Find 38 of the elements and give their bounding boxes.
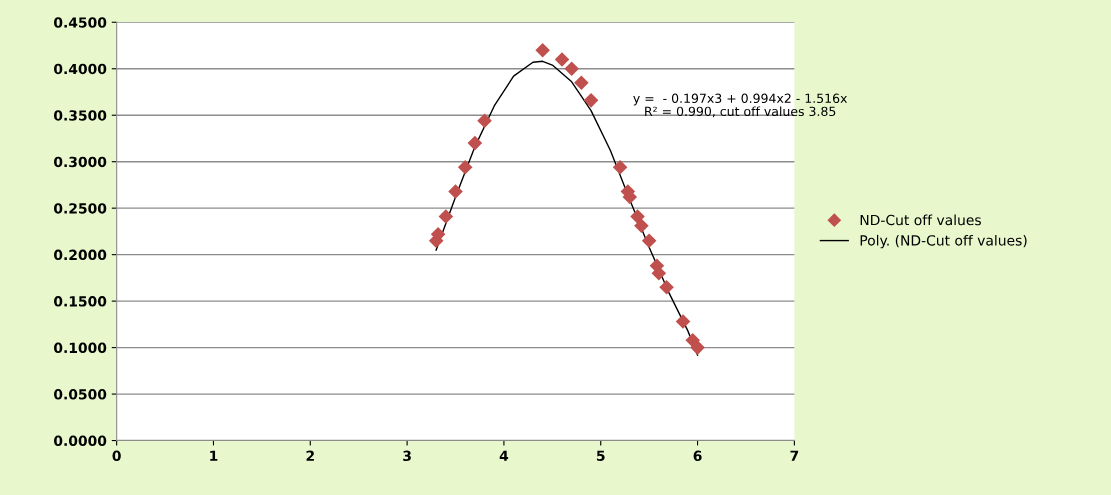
point — [467, 135, 483, 151]
x-tick-label: 3 — [403, 450, 411, 462]
point — [630, 209, 645, 224]
y-tick-label: 0.3500 — [54, 110, 107, 121]
x-tick-label: 7 — [790, 450, 799, 461]
y-tick-label: 0.1000 — [54, 342, 107, 354]
point — [457, 159, 473, 175]
point — [612, 159, 628, 175]
y-tick-label: 0.0000 — [54, 435, 107, 447]
x-tick-label: 1 — [210, 450, 218, 461]
y-tick-label: 0.2500 — [54, 203, 107, 214]
y-tick-label: 0.2000 — [54, 249, 107, 261]
point — [675, 314, 691, 329]
point — [634, 218, 649, 234]
y-tick-label: 0.4500 — [54, 17, 107, 28]
point — [690, 340, 705, 355]
x-tick-label: 2 — [306, 450, 314, 461]
y-tick-label: 0.1500 — [54, 296, 107, 307]
annotation: y = - 0.197x3 + 0.994x2 - 1.516x R² = 0.990, cut off values 3.85 — [633, 93, 848, 118]
legend-label: ND-Cut off values — [860, 214, 981, 226]
point — [535, 42, 550, 58]
point — [448, 184, 463, 199]
legend-label: Poly. (ND-Cut off values) — [860, 234, 1027, 249]
y-tick-label: 0.3000 — [54, 156, 107, 168]
point — [438, 209, 454, 224]
x-tick-label: 4 — [499, 450, 509, 461]
point — [574, 75, 589, 90]
y-tick-label: 0.0500 — [54, 389, 107, 400]
y-tick-label: 0.4000 — [54, 63, 107, 75]
point — [641, 233, 657, 248]
x-tick-label: 0 — [112, 450, 121, 462]
point — [583, 93, 599, 108]
point — [659, 279, 674, 295]
x-tick-label: 5 — [596, 450, 605, 462]
point — [564, 61, 579, 77]
point — [477, 113, 492, 129]
point — [554, 52, 570, 67]
x-tick-label: 6 — [693, 450, 702, 462]
